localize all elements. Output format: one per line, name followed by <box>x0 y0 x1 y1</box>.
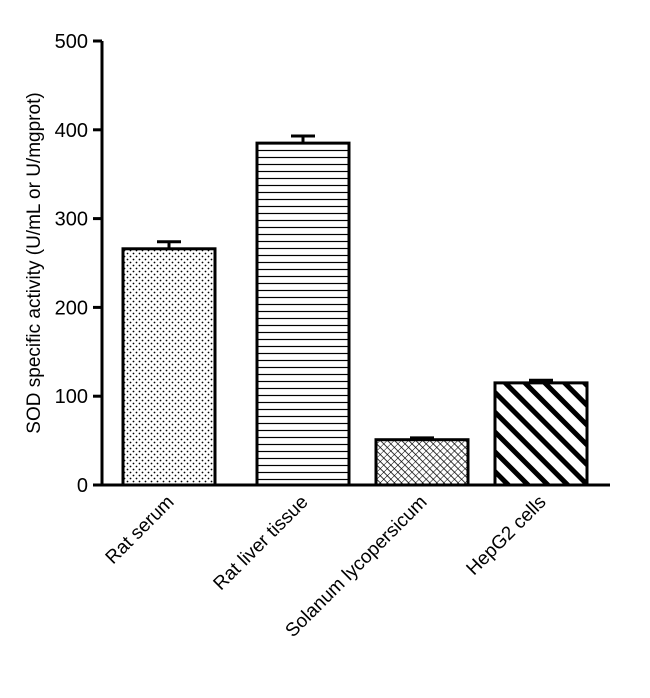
bar-rat-serum <box>121 247 217 487</box>
y-tick-label: 100 <box>55 386 88 408</box>
bar-solanum-lycopersicum <box>374 438 470 487</box>
bars <box>121 141 589 487</box>
y-axis-title: SOD specific activity (U/mL or U/mgprot) <box>24 92 45 433</box>
bar-rat-liver-tissue <box>255 141 351 487</box>
y-tick-label: 300 <box>55 209 88 231</box>
y-tick-label: 200 <box>55 297 88 319</box>
y-tick-label: 400 <box>55 120 88 142</box>
y-tick-label: 500 <box>55 31 88 53</box>
x-tick-label: Rat liver tissue <box>210 492 313 595</box>
x-tick-label: HepG2 cells <box>463 492 551 580</box>
x-tick-label: Rat serum <box>102 492 179 569</box>
plot-area: 0 100 200 300 400 500 Rat serum Rat liver tiss… <box>55 31 610 642</box>
bar-hepg2-cells <box>493 381 589 487</box>
y-tick-label: 0 <box>77 475 88 497</box>
y-axis: 0 100 200 300 400 500 <box>55 31 104 497</box>
error-bars <box>157 134 553 440</box>
